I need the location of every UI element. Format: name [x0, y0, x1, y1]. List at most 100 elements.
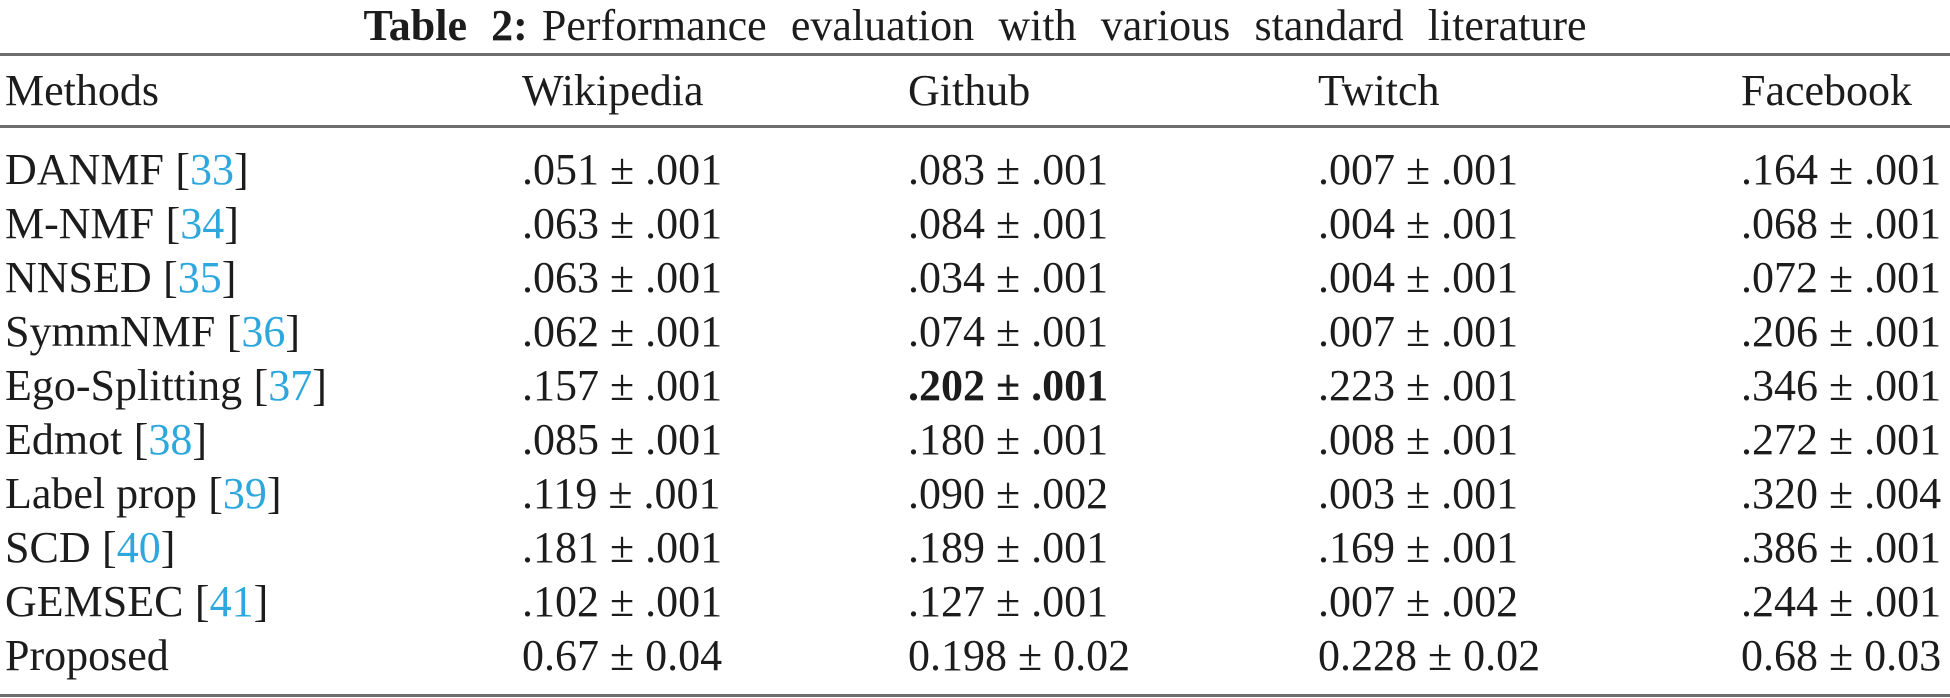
value-cell-facebook: .072 ± .001	[1741, 250, 1950, 304]
method-name: Label prop	[5, 468, 197, 518]
header-row: Methods Wikipedia Github Twitch Facebook	[0, 55, 1950, 127]
citation-close-bracket: ]	[234, 144, 249, 194]
metric-value: .169 ± .001	[1318, 522, 1519, 572]
citation-open-bracket: [	[253, 360, 269, 410]
citation-link[interactable]: 40	[116, 522, 161, 572]
value-cell-twitch: .003 ± .001	[1318, 466, 1741, 520]
metric-value: .068 ± .001	[1741, 198, 1942, 248]
citation-link[interactable]: 41	[209, 576, 254, 626]
citation-close-bracket: ]	[224, 198, 239, 248]
metric-value: .157 ± .001	[522, 360, 723, 410]
value-cell-wikipedia: .102 ± .001	[522, 574, 908, 628]
value-cell-twitch: .169 ± .001	[1318, 520, 1741, 574]
citation-link[interactable]: 34	[180, 198, 225, 248]
value-cell-facebook: .068 ± .001	[1741, 196, 1950, 250]
performance-table: Methods Wikipedia Github Twitch Facebook…	[0, 53, 1950, 697]
citation-link[interactable]: 36	[241, 306, 286, 356]
value-cell-github: .034 ± .001	[908, 250, 1318, 304]
metric-value: 0.68 ± 0.03	[1741, 630, 1942, 680]
value-cell-wikipedia: .085 ± .001	[522, 412, 908, 466]
citation: [39]	[208, 469, 281, 518]
value-cell-wikipedia: 0.67 ± 0.04	[522, 628, 908, 696]
citation: [35]	[163, 253, 236, 302]
metric-value: .004 ± .001	[1318, 198, 1519, 248]
value-cell-twitch: .004 ± .001	[1318, 250, 1741, 304]
method-name: Proposed	[5, 630, 169, 680]
metric-value: .007 ± .001	[1318, 306, 1519, 356]
citation: [33]	[175, 145, 248, 194]
value-cell-twitch: .223 ± .001	[1318, 358, 1741, 412]
value-cell-github: .127 ± .001	[908, 574, 1318, 628]
method-name: Edmot	[5, 414, 123, 464]
citation-open-bracket: [	[175, 144, 191, 194]
value-cell-wikipedia: .063 ± .001	[522, 196, 908, 250]
table-row: Proposed 0.67 ± 0.04 0.198 ± 0.02 0.228 ± 0…	[0, 628, 1950, 696]
metric-value: .320 ± .004	[1741, 468, 1942, 518]
metric-value: .272 ± .001	[1741, 414, 1942, 464]
value-cell-facebook: .164 ± .001	[1741, 127, 1950, 197]
method-name: NNSED	[5, 252, 152, 302]
value-cell-github: .084 ± .001	[908, 196, 1318, 250]
citation-link[interactable]: 37	[268, 360, 313, 410]
table-row: Edmot [38] .085 ± .001.180 ± .001.008 ± .0…	[0, 412, 1950, 466]
citation-close-bracket: ]	[160, 522, 176, 572]
citation-open-bracket: [	[194, 576, 210, 626]
metric-value: .074 ± .001	[908, 306, 1109, 356]
metric-value: .223 ± .001	[1318, 360, 1519, 410]
method-name: M-NMF	[5, 198, 155, 248]
citation: [37]	[254, 361, 327, 410]
table-row: Label prop [39] .119 ± .001.090 ± .002.003…	[0, 466, 1950, 520]
citation-close-bracket: ]	[266, 468, 282, 518]
metric-value: .051 ± .001	[522, 144, 723, 194]
citation-link[interactable]: 38	[148, 414, 193, 464]
method-name: SymmNMF	[5, 306, 216, 356]
value-cell-wikipedia: .062 ± .001	[522, 304, 908, 358]
citation-open-bracket: [	[226, 306, 242, 356]
metric-value: .004 ± .001	[1318, 252, 1519, 302]
value-cell-github: .083 ± .001	[908, 127, 1318, 197]
citation-link[interactable]: 33	[190, 144, 235, 194]
table-row: NNSED [35] .063 ± .001.034 ± .001.004 ± .0…	[0, 250, 1950, 304]
metric-value: .063 ± .001	[522, 198, 723, 248]
metric-value: 0.198 ± 0.02	[908, 630, 1131, 680]
column-header-github: Github	[908, 66, 1031, 115]
value-cell-github: .180 ± .001	[908, 412, 1318, 466]
metric-value: .090 ± .002	[908, 468, 1109, 518]
citation-link[interactable]: 35	[177, 252, 222, 302]
metric-value: .181 ± .001	[522, 522, 723, 572]
value-cell-github: .090 ± .002	[908, 466, 1318, 520]
value-cell-wikipedia: .119 ± .001	[522, 466, 908, 520]
table-row: GEMSEC [41] .102 ± .001.127 ± .001.007 ± .…	[0, 574, 1950, 628]
metric-value: .084 ± .001	[908, 198, 1109, 248]
value-cell-github: .202 ± .001	[908, 358, 1318, 412]
metric-value: .008 ± .001	[1318, 414, 1519, 464]
citation-open-bracket: [	[208, 468, 223, 518]
column-header-facebook: Facebook	[1741, 66, 1913, 115]
metric-value: .202 ± .001	[908, 360, 1109, 410]
metric-value: 0.67 ± 0.04	[522, 630, 723, 680]
method-name: Ego-Splitting	[5, 360, 243, 410]
citation-close-bracket: ]	[285, 306, 301, 356]
method-cell: NNSED [35]	[0, 250, 522, 304]
metric-value: .189 ± .001	[908, 522, 1109, 572]
method-cell: Label prop [39]	[0, 466, 522, 520]
value-cell-facebook: .386 ± .001	[1741, 520, 1950, 574]
method-cell: Edmot [38]	[0, 412, 522, 466]
citation: [40]	[102, 523, 175, 572]
method-cell: SymmNMF [36]	[0, 304, 522, 358]
metric-value: .083 ± .001	[908, 144, 1109, 194]
value-cell-wikipedia: .157 ± .001	[522, 358, 908, 412]
citation-open-bracket: [	[163, 252, 178, 302]
column-header-twitch: Twitch	[1318, 66, 1440, 115]
value-cell-twitch: 0.228 ± 0.02	[1318, 628, 1741, 696]
value-cell-wikipedia: .051 ± .001	[522, 127, 908, 197]
table-caption: Table 2: Performance evaluation with vari…	[0, 0, 1950, 53]
value-cell-github: 0.198 ± 0.02	[908, 628, 1318, 696]
metric-value: .062 ± .001	[522, 306, 723, 356]
citation-close-bracket: ]	[253, 576, 269, 626]
citation: [36]	[227, 307, 300, 356]
value-cell-twitch: .007 ± .001	[1318, 127, 1741, 197]
citation-link[interactable]: 39	[222, 468, 267, 518]
value-cell-facebook: .346 ± .001	[1741, 358, 1950, 412]
